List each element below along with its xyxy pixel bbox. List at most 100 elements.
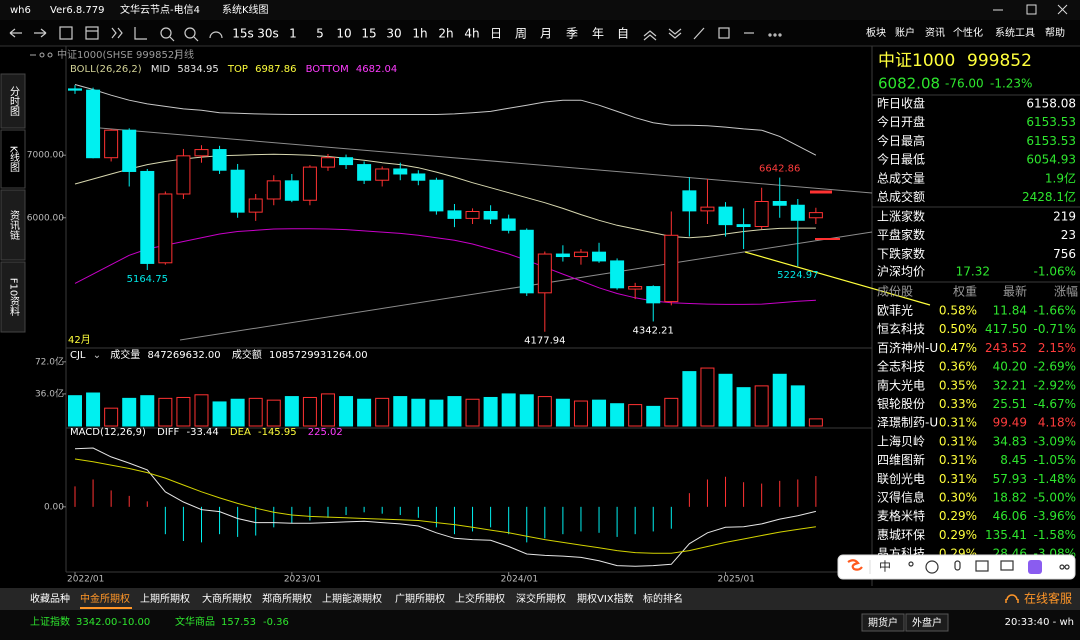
period-button[interactable]: 10 [336,27,351,41]
stock-change: -4.67% [1034,397,1076,411]
volume-bar [86,392,101,427]
menu-item[interactable]: 资讯 [925,27,945,39]
account-label[interactable]: 期货户 [868,616,898,629]
period-button[interactable]: 15 [361,27,376,41]
period-button[interactable]: 1 [289,27,297,41]
period-button[interactable]: 季 [566,27,578,41]
stock-name[interactable]: 惠城环保 [877,528,925,542]
stat-value: 1.9亿 [1045,170,1076,185]
bottom-tab[interactable]: 中金所期权 [80,592,130,605]
low-annotation: 5164.75 [127,274,168,285]
amount-label: 成交额 [232,348,262,361]
menu-item[interactable]: 个性化 [953,26,983,39]
bottom-tab[interactable]: 郑商所期权 [262,592,312,605]
bottom-tab[interactable]: 深交所期权 [516,592,566,605]
bottom-tab[interactable]: 广期所期权 [395,592,445,605]
service-icon[interactable] [1005,594,1019,603]
candle-body [555,253,570,258]
menu-item[interactable]: 账户 [895,26,915,39]
bottom-tab[interactable]: 上交所期权 [455,592,505,605]
volume-bar [447,396,462,427]
stock-name[interactable]: 南大光电 [877,377,925,392]
low-annotation: 4177.94 [524,336,565,347]
period-button[interactable]: 周 [515,27,527,41]
candle-body [736,224,751,228]
stock-name[interactable]: 泽璟制药-U [877,416,938,430]
online-service[interactable]: 在线客服 [1024,591,1072,606]
menu-item[interactable]: 系统工具 [995,26,1035,39]
period-button[interactable]: 30s [257,27,279,41]
stat-label: 今日开盘 [877,114,925,129]
stat-label: 今日最低 [877,152,925,167]
volume-bar [628,404,643,427]
volume-bar [375,397,390,427]
column-header: 权重 [953,285,977,299]
indicator-line [74,84,817,156]
quote-panel: 中证1000 999852 6082.08 -76.00 -1.23% 昨日收盘… [872,51,1080,283]
bottom-tab[interactable]: 标的排名 [643,592,683,605]
stock-name[interactable]: 银轮股份 [877,397,925,411]
volume-title: CJL ⌄ 成交量 847269632.00 成交额 1085729931264… [70,348,368,361]
stock-change: -1.66% [1034,304,1076,318]
stock-name[interactable]: 全志科技 [877,359,925,374]
bottom-tab[interactable]: 收藏品种 [30,592,70,605]
stock-weight: 0.36% [939,360,977,374]
bottom-tab[interactable]: 上期能源期权 [322,592,382,605]
period-button[interactable]: 1h [412,27,427,41]
bottom-tab[interactable]: 上期所期权 [140,592,190,605]
menu-item[interactable]: 帮助 [1045,26,1065,39]
side-tab-label[interactable]: 分时图 [8,86,20,117]
period-button[interactable]: 4h [464,27,479,41]
side-tab[interactable] [0,129,26,189]
period-button[interactable]: 30 [386,27,401,41]
stock-name[interactable]: 麦格米特 [877,508,925,523]
candle-body [610,260,625,289]
stock-price: 40.20 [993,360,1027,374]
window-controls[interactable] [993,4,1068,15]
stock-price: 46.06 [993,509,1027,523]
period-button[interactable]: 自 [617,27,629,41]
stock-name[interactable]: 上海贝岭 [877,433,925,448]
period-button[interactable]: 2h [438,27,453,41]
volume-bar [664,397,679,427]
stock-name[interactable]: 四维图新 [877,452,925,467]
bottom-tab[interactable]: 大商所期权 [202,592,252,605]
toolbar-icons[interactable] [9,26,782,42]
status-index-price: 157.53 [221,617,256,628]
ime-bar[interactable]: 中 [837,554,1076,580]
account-button[interactable] [905,613,949,632]
quote-code: 999852 [967,51,1032,71]
period-button[interactable]: 15s [232,27,254,41]
period-button[interactable]: 月 [540,27,552,41]
stock-name[interactable]: 百济神州-U [877,340,938,355]
side-tab-label[interactable]: F10资料 [8,278,20,317]
account-button[interactable] [861,613,905,632]
period-button[interactable]: 年 [592,27,604,41]
stock-price: 417.50 [985,322,1027,336]
candle-body [682,190,697,212]
side-tab-label[interactable]: K线图 [8,146,20,173]
volume-bar [537,396,552,427]
menu-item[interactable]: 板块 [866,26,886,39]
account-label[interactable]: 外盘户 [912,616,942,629]
volume-bar [140,395,155,427]
stock-change: 2.15% [1038,341,1076,355]
side-tab[interactable] [0,261,26,333]
bottom-tab[interactable]: 期权VIX指数 [577,592,634,605]
indicator-line [74,447,817,567]
stock-name[interactable]: 欧菲光 [877,304,913,318]
stock-name[interactable]: 恒玄科技 [877,321,925,336]
stock-change: -1.48% [1034,472,1076,486]
x-tick-label: 2023/01 [284,575,321,585]
volume-value: 847269632.00 [147,350,220,361]
side-tab[interactable] [0,189,26,261]
stock-name[interactable]: 联创光电 [877,472,925,486]
candle-body [754,200,769,228]
period-button[interactable]: 日 [490,27,502,41]
candle-body [447,210,462,219]
side-tab-label[interactable]: 资讯链 [8,210,20,240]
stock-name[interactable]: 汉得信息 [877,490,925,505]
ime-mode[interactable]: 中 [879,559,891,574]
side-tab[interactable] [0,73,26,129]
period-button[interactable]: 5 [316,27,324,41]
